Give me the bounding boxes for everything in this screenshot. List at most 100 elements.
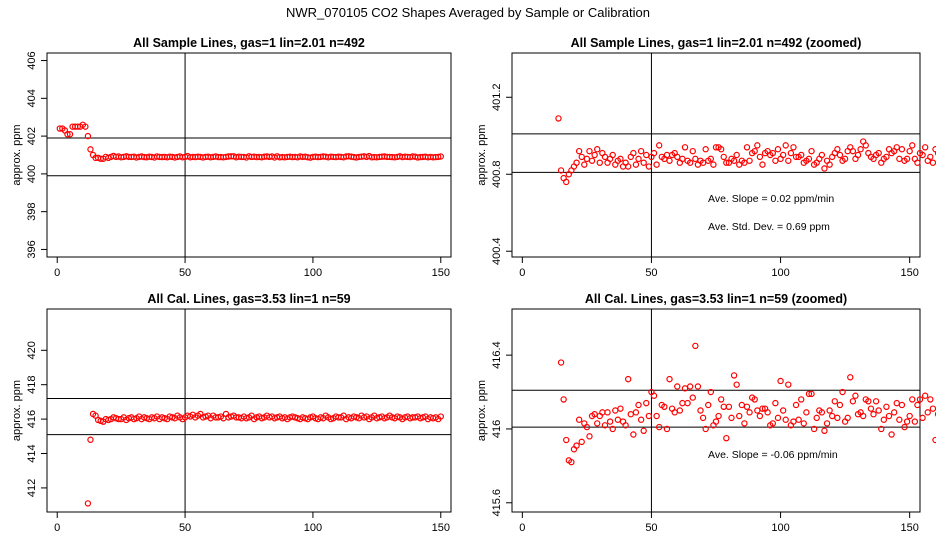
data-point bbox=[594, 146, 601, 153]
data-point bbox=[632, 161, 640, 168]
y-tick-label: 415.6 bbox=[491, 489, 503, 517]
data-point bbox=[919, 414, 926, 422]
data-point bbox=[919, 151, 926, 159]
data-point bbox=[717, 396, 725, 403]
data-point bbox=[878, 425, 885, 433]
chart-annotation: Ave. Slope = -0.06 ppm/min bbox=[708, 449, 838, 461]
data-point bbox=[743, 144, 751, 151]
y-tick-label: 412 bbox=[26, 479, 38, 497]
data-point bbox=[857, 146, 864, 153]
data-point bbox=[792, 153, 800, 161]
data-point bbox=[583, 155, 591, 163]
data-point bbox=[741, 159, 748, 166]
x-tick-label: 150 bbox=[432, 267, 450, 279]
data-point bbox=[893, 399, 900, 407]
data-point bbox=[630, 149, 637, 157]
data-point bbox=[875, 407, 882, 414]
data-point bbox=[573, 159, 580, 166]
data-point bbox=[606, 418, 614, 425]
data-point bbox=[818, 409, 826, 416]
data-point bbox=[64, 131, 71, 138]
data-point bbox=[617, 405, 624, 412]
data-point bbox=[635, 155, 642, 163]
y-tick-label: 406 bbox=[26, 51, 38, 69]
y-tick-label: 402 bbox=[26, 127, 38, 145]
y-axis-label: approx. ppm bbox=[476, 380, 488, 441]
data-point bbox=[893, 144, 900, 151]
data-point bbox=[645, 163, 653, 170]
data-point bbox=[604, 409, 611, 416]
data-point bbox=[692, 342, 699, 350]
page-title: NWR_070105 CO2 Shapes Averaged by Sample… bbox=[286, 5, 650, 20]
data-point bbox=[772, 399, 779, 407]
data-point bbox=[880, 416, 888, 423]
data-point bbox=[697, 407, 704, 414]
data-point bbox=[627, 410, 634, 418]
data-point bbox=[754, 142, 761, 149]
data-point bbox=[736, 412, 743, 420]
data-point bbox=[896, 416, 903, 423]
data-point bbox=[839, 388, 846, 396]
data-point bbox=[715, 412, 722, 420]
chart-panel-1: All Sample Lines, gas=1 lin=2.01 n=492 0 5… bbox=[11, 36, 452, 279]
data-point bbox=[568, 458, 575, 466]
data-point bbox=[720, 403, 727, 411]
data-point bbox=[640, 427, 647, 434]
y-tick-label: 416 bbox=[26, 410, 38, 428]
data-point bbox=[560, 396, 567, 403]
data-point bbox=[612, 407, 619, 414]
data-point bbox=[653, 412, 660, 420]
data-point bbox=[852, 392, 859, 399]
x-tick-label: 0 bbox=[519, 267, 525, 279]
data-point bbox=[723, 434, 730, 442]
data-point bbox=[699, 159, 707, 166]
data-point bbox=[586, 433, 593, 440]
data-point bbox=[901, 423, 908, 431]
x-tick-label: 100 bbox=[771, 267, 789, 279]
chart-annotation: Ave. Std. Dev. = 0.69 ppm bbox=[708, 221, 830, 233]
data-point bbox=[723, 159, 730, 166]
x-tick-label: 0 bbox=[519, 522, 525, 534]
data-point bbox=[909, 142, 916, 149]
data-point bbox=[625, 163, 632, 170]
x-tick-label: 150 bbox=[900, 267, 918, 279]
data-point bbox=[679, 155, 686, 163]
data-point bbox=[563, 436, 570, 444]
data-point bbox=[836, 401, 844, 409]
data-point bbox=[865, 398, 872, 405]
data-point bbox=[614, 416, 622, 423]
data-point bbox=[643, 151, 650, 159]
data-point bbox=[779, 151, 787, 159]
data-point bbox=[663, 425, 671, 433]
data-point bbox=[741, 420, 748, 427]
data-point bbox=[635, 401, 642, 409]
data-point bbox=[601, 153, 609, 161]
data-point bbox=[836, 151, 844, 159]
y-axis-label: approx. ppm bbox=[11, 124, 23, 185]
data-point bbox=[712, 144, 720, 151]
y-tick-label: 400.4 bbox=[491, 237, 503, 265]
data-point bbox=[681, 144, 689, 151]
data-point bbox=[712, 418, 720, 425]
data-point bbox=[769, 420, 777, 427]
data-point bbox=[774, 414, 782, 422]
data-point bbox=[798, 151, 805, 159]
data-point bbox=[759, 405, 766, 412]
data-point bbox=[578, 153, 585, 161]
data-point bbox=[903, 418, 911, 425]
data-point bbox=[555, 115, 562, 122]
data-point bbox=[557, 167, 565, 174]
data-point bbox=[805, 155, 813, 163]
data-point bbox=[557, 359, 565, 366]
data-point bbox=[730, 157, 738, 164]
data-point bbox=[637, 416, 645, 423]
data-point bbox=[888, 431, 895, 438]
data-point bbox=[632, 409, 640, 416]
data-point bbox=[787, 149, 795, 157]
data-point bbox=[694, 383, 702, 390]
data-point bbox=[575, 147, 583, 155]
data-point bbox=[764, 409, 771, 416]
data-point bbox=[609, 151, 616, 159]
data-point bbox=[769, 149, 777, 157]
data-point bbox=[754, 407, 761, 414]
